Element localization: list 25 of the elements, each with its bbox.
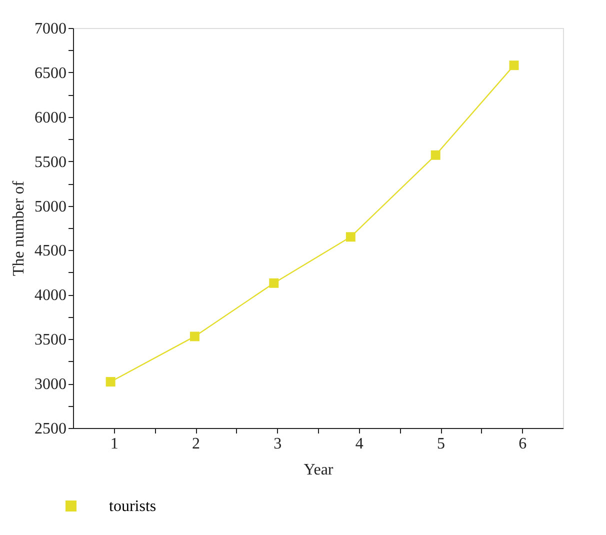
x-tick-label: 6 [518, 436, 527, 452]
x-axis-title: Year [304, 462, 334, 478]
y-tick-label: 7000 [34, 20, 66, 38]
y-tick-label: 5000 [34, 198, 66, 216]
point [190, 332, 200, 342]
y-tick-label: 4000 [34, 287, 66, 304]
point [269, 278, 279, 288]
y-tick-label: 3500 [34, 332, 66, 349]
x-tick-label: 3 [274, 436, 282, 452]
x-tick-label: 2 [192, 436, 200, 452]
y-tick-label: 3000 [34, 376, 66, 394]
y-tick-label: 6000 [34, 109, 66, 126]
x-tick-label: 4 [355, 436, 364, 452]
y-tick-label: 4500 [34, 242, 66, 260]
point [346, 232, 356, 242]
point [430, 150, 440, 160]
x-tick-label: 5 [437, 436, 445, 452]
x-tick-label: 1 [110, 436, 118, 452]
y-tick-label: 2500 [34, 420, 66, 438]
y-tick-label: 6500 [34, 64, 66, 82]
y-axis-title: The number of [10, 180, 28, 276]
legend-label: tourists [109, 498, 156, 515]
point [509, 60, 519, 70]
y-tick-label: 5500 [34, 154, 66, 171]
point [106, 377, 116, 387]
